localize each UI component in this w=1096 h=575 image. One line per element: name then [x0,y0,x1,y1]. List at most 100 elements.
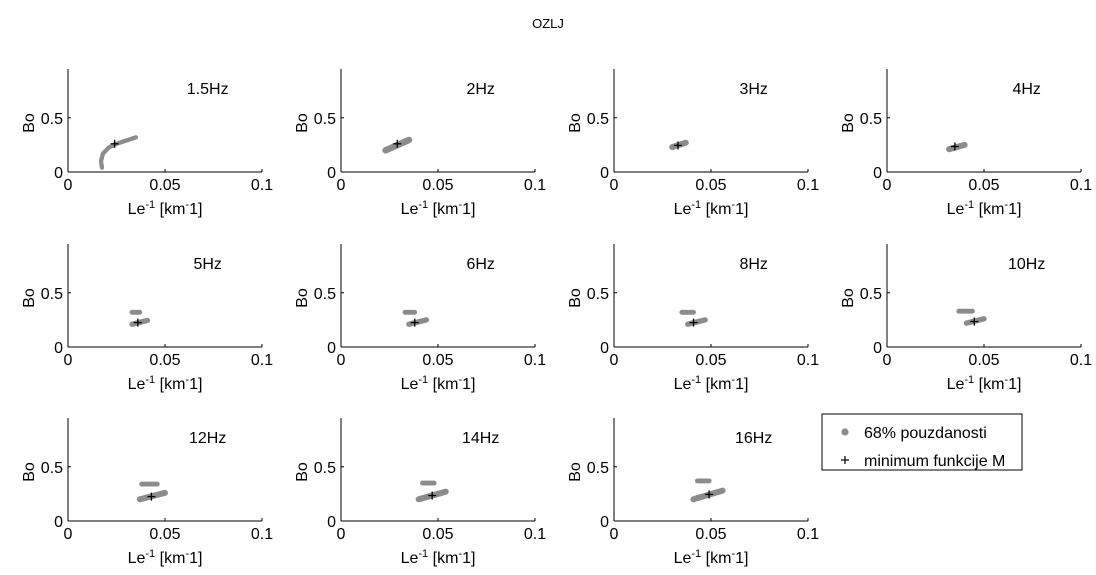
x-tick-label: 0 [64,177,73,194]
x-axis-label: Le-1 [km-1] [128,374,203,393]
y-tick-label: 0 [327,165,336,182]
y-axis-label: Bo [567,288,584,308]
y-tick-label: 0.5 [587,286,609,303]
y-axis-label: Bo [294,288,311,308]
y-axis-label: Bo [294,462,311,482]
subplot: 0 0.05 0.1 0 0.5 14Hz Bo Le-1 [km-1] [294,418,546,567]
panel-title: 14Hz [462,430,499,447]
subplot: 0 0.05 0.1 0 0.5 10Hz Bo Le-1 [km-1] [840,244,1092,393]
y-axis-label: Bo [21,462,38,482]
y-tick-label: 0.5 [860,111,882,128]
y-tick-label: 0.5 [314,460,336,477]
x-tick-label: 0.05 [422,352,453,369]
y-axis-label: Bo [21,288,38,308]
figure-title: OZLJ [532,16,564,31]
x-tick-label: 0.1 [524,526,546,543]
x-axis-label: Le-1 [km-1] [674,374,749,393]
y-tick-label: 0.5 [41,286,63,303]
y-tick-label: 0 [327,340,336,357]
x-axis-label: Le-1 [km-1] [401,199,476,218]
panel-title: 16Hz [735,430,772,447]
x-tick-label: 0 [610,177,619,194]
legend-box [821,413,1023,471]
subplot: 0 0.05 0.1 0 0.5 2Hz Bo Le-1 [km-1] [294,69,546,218]
legend: 68% pouzdanosti minimum funkcije M [821,413,1023,471]
x-tick-label: 0.05 [422,177,453,194]
x-tick-label: 0 [610,352,619,369]
subplot: 0 0.05 0.1 0 0.5 8Hz Bo Le-1 [km-1] [567,244,819,393]
x-tick-label: 0 [337,177,346,194]
x-tick-label: 0.1 [524,352,546,369]
x-tick-label: 0.05 [149,352,180,369]
y-axis-label: Bo [567,113,584,133]
y-tick-label: 0 [327,514,336,531]
panel-title: 3Hz [739,81,767,98]
legend-label-minimum: minimum funkcije M [864,453,1005,470]
subplot: 0 0.05 0.1 0 0.5 6Hz Bo Le-1 [km-1] [294,244,546,393]
legend-label-confidence: 68% pouzdanosti [864,425,987,442]
x-axis-label: Le-1 [km-1] [674,199,749,218]
x-tick-label: 0.1 [1070,177,1092,194]
subplot: 0 0.05 0.1 0 0.5 12Hz Bo Le-1 [km-1] [21,418,273,567]
y-tick-label: 0 [54,514,63,531]
x-axis-label: Le-1 [km-1] [128,548,203,567]
panel-title: 1.5Hz [187,81,229,98]
subplot: 0 0.05 0.1 0 0.5 4Hz Bo Le-1 [km-1] [840,69,1092,218]
x-tick-label: 0.05 [968,177,999,194]
x-tick-label: 0 [883,352,892,369]
y-tick-label: 0.5 [587,111,609,128]
x-axis-label: Le-1 [km-1] [674,548,749,567]
y-tick-label: 0.5 [860,286,882,303]
x-tick-label: 0 [610,526,619,543]
x-tick-label: 0.05 [149,177,180,194]
y-tick-label: 0.5 [41,460,63,477]
x-tick-label: 0.1 [797,177,819,194]
y-tick-label: 0 [873,340,882,357]
x-axis-label: Le-1 [km-1] [401,548,476,567]
legend-marker-dot [841,428,849,436]
x-axis-label: Le-1 [km-1] [401,374,476,393]
y-tick-label: 0 [54,340,63,357]
y-tick-label: 0 [600,165,609,182]
x-tick-label: 0.05 [149,526,180,543]
x-tick-label: 0 [337,352,346,369]
y-tick-label: 0 [600,340,609,357]
x-tick-label: 0 [64,526,73,543]
subplot: 0 0.05 0.1 0 0.5 16Hz Bo Le-1 [km-1] [567,418,819,567]
y-tick-label: 0 [600,514,609,531]
x-tick-label: 0.1 [251,352,273,369]
x-axis-label: Le-1 [km-1] [128,199,203,218]
y-axis-label: Bo [840,288,857,308]
y-tick-label: 0 [873,165,882,182]
panel-title: 10Hz [1008,256,1045,273]
subplot: 0 0.05 0.1 0 0.5 5Hz Bo Le-1 [km-1] [21,244,273,393]
x-tick-label: 0.05 [695,526,726,543]
panel-title: 4Hz [1012,81,1040,98]
panel-title: 5Hz [193,256,221,273]
x-tick-label: 0.05 [968,352,999,369]
y-tick-label: 0.5 [587,460,609,477]
x-tick-label: 0 [64,352,73,369]
x-tick-label: 0 [883,177,892,194]
panel-title: 8Hz [739,256,767,273]
x-tick-label: 0.1 [251,526,273,543]
panel-title: 2Hz [466,81,494,98]
x-tick-label: 0.05 [695,177,726,194]
subplot: 0 0.05 0.1 0 0.5 1.5Hz Bo Le-1 [km-1] [21,69,273,218]
x-tick-label: 0.1 [524,177,546,194]
x-tick-label: 0.1 [797,352,819,369]
x-tick-label: 0 [337,526,346,543]
y-tick-label: 0.5 [314,111,336,128]
subplot: 0 0.05 0.1 0 0.5 3Hz Bo Le-1 [km-1] [567,69,819,218]
confidence-region [98,135,139,170]
y-tick-label: 0 [54,165,63,182]
x-axis-label: Le-1 [km-1] [947,199,1022,218]
panel-title: 12Hz [189,430,226,447]
y-axis-label: Bo [294,113,311,133]
y-axis-label: Bo [840,113,857,133]
y-axis-label: Bo [567,462,584,482]
x-tick-label: 0.1 [1070,352,1092,369]
x-tick-label: 0.05 [422,526,453,543]
